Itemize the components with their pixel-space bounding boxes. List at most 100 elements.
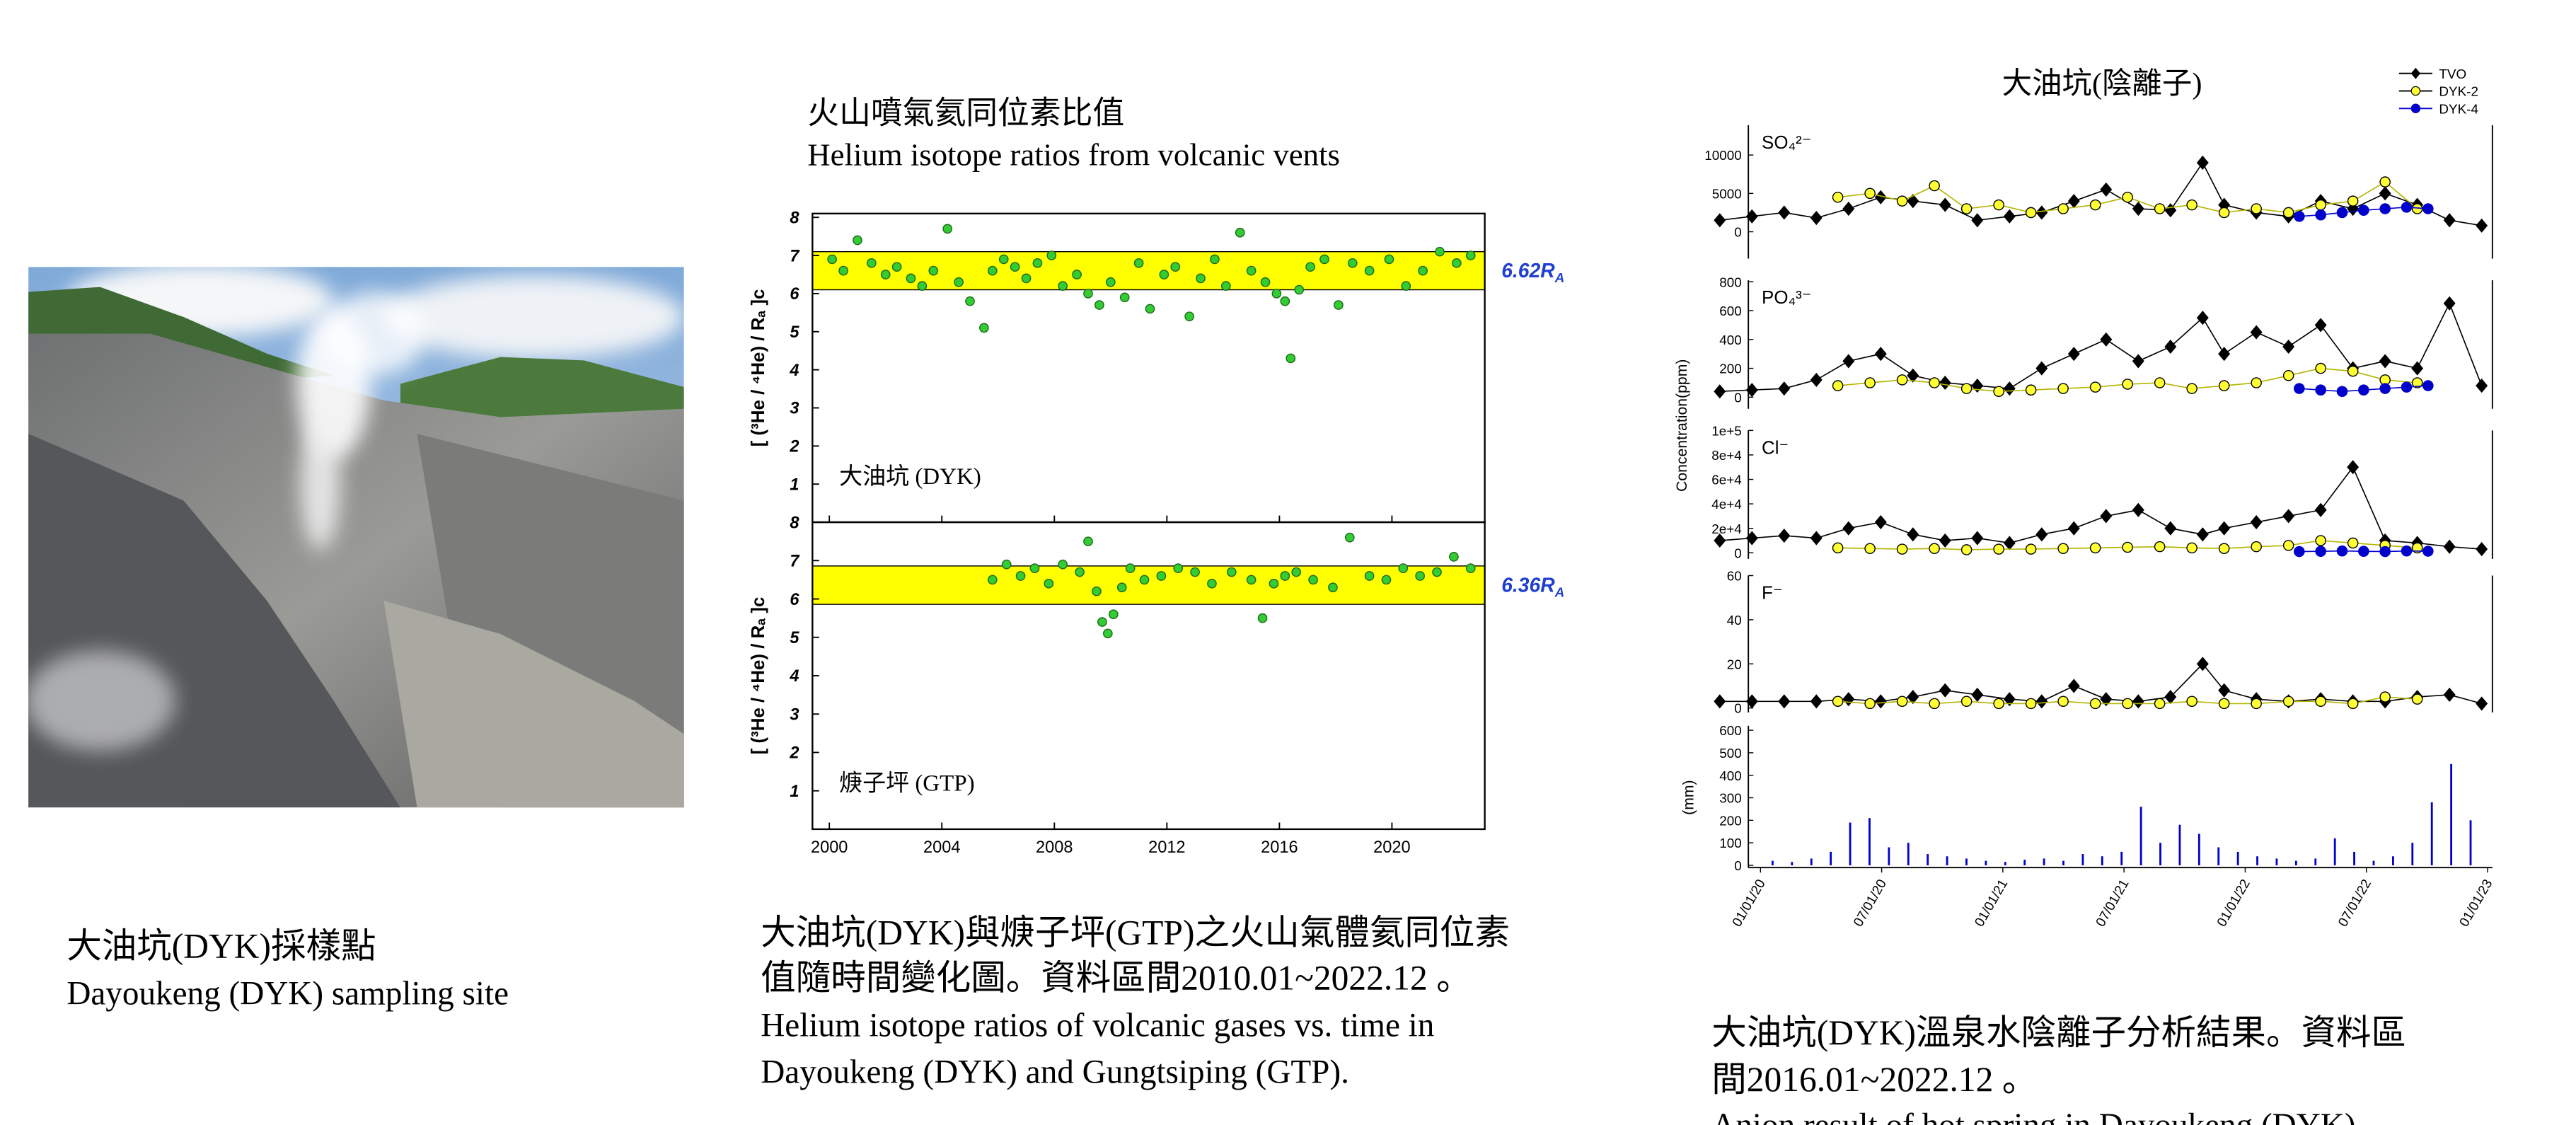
data-point [1308,575,1318,585]
band [812,565,1486,605]
data-point [2186,383,2197,394]
data-point [2025,698,2037,710]
data-point [2282,207,2294,219]
y-tick-label: 600 [1719,304,1741,318]
rain-bar [2391,856,2394,865]
y-tick-label: 10000 [1704,148,1741,163]
data-point [2251,698,2262,710]
data-point [1196,273,1206,284]
legend-marker [2410,103,2421,113]
data-point [2347,537,2359,549]
chart-caption: Dayoukeng (DYK) and Gungtsiping (GTP). [761,1054,1349,1090]
data-point [1907,689,1919,705]
data-point [2315,362,2326,374]
data-point [1907,527,1919,542]
data-point [2443,687,2456,702]
data-point [2379,354,2391,369]
data-point [1294,284,1305,295]
data-point [1810,531,1823,546]
data-point [1939,197,1951,212]
rain-bar [1810,858,1813,865]
y-tick-label: 5000 [1712,186,1742,201]
panel-label: SO₄²⁻ [1762,133,1811,153]
y-tick-label: 8e+4 [1711,448,1741,463]
data-point [1156,571,1167,581]
data-point [2003,536,2016,550]
data-point [2251,377,2262,388]
data-point [1778,529,1791,543]
series-line [1719,466,2482,550]
data-point [1842,201,1855,217]
data-point [2218,207,2230,219]
data-point [1246,575,1257,585]
x-tick-label: 2020 [1373,838,1410,856]
band [812,250,1486,291]
y-tick-label: 0 [1734,390,1741,405]
data-point [2067,679,2080,693]
y-tick-label: 8 [790,208,799,226]
y-tick-label: 1e+5 [1711,423,1741,438]
data-point [1864,698,1876,710]
y-tick-label: 600 [1719,723,1741,738]
data-point [2025,207,2037,219]
y-tick-label: 0 [1734,546,1741,560]
data-point [2154,377,2166,388]
data-point [1929,377,1940,388]
data-point [2025,543,2037,555]
data-point [1778,205,1791,220]
data-point [1929,698,1940,710]
data-point [1001,559,1012,570]
data-point [2035,205,2048,220]
data-point [1046,250,1057,260]
photo-caption: Dayoukeng (DYK) sampling site [67,976,509,1012]
data-point [1864,543,1876,555]
data-point [2154,541,2166,553]
chart-title: 火山噴氣氦同位素比值 [807,95,1124,130]
panel-label: PO₄³⁻ [1762,288,1811,308]
data-point [1119,292,1130,303]
data-point [1714,213,1726,228]
x-tick-label: 07/01/21 [2093,877,2132,929]
chart-caption: 值隨時間變化圖。資料區間2010.01~2022.12 。 [761,958,1471,997]
data-point [1116,582,1127,593]
y-tick-label: 2e+4 [1711,521,1741,536]
y-tick-label: 0 [1734,225,1741,240]
panel-label: Cl⁻ [1762,438,1789,458]
data-point [1832,696,1844,708]
data-point [2218,380,2230,391]
data-point [2089,199,2101,211]
data-point [2100,182,2113,197]
data-point [2218,521,2231,536]
data-point [2164,339,2177,354]
rain-bar [2450,763,2453,865]
y-tick-label: 1 [790,475,799,493]
data-point [2358,384,2369,396]
band-label-sub: A [1554,270,1565,285]
data-point [1778,694,1791,709]
data-point [1220,281,1231,291]
data-point [2100,692,2113,707]
data-point [906,273,916,284]
data-point [1170,262,1181,272]
y-tick-label: 3 [790,399,799,417]
legend-label: DYK-2 [2439,84,2478,99]
rain-bar [2236,851,2239,865]
data-point [1190,567,1200,577]
data-point [2347,698,2359,710]
data-point [1291,567,1302,577]
data-point [853,235,862,246]
data-point [1896,195,1908,207]
data-point [2218,347,2231,362]
y-tick-label: 100 [1719,836,1741,850]
data-point [2035,361,2048,376]
data-point [2336,545,2348,557]
data-point [1465,250,1476,260]
data-point [2132,694,2144,709]
y-tick-label: 20 [1727,657,1742,671]
data-point [1058,559,1068,570]
data-point [1929,543,1940,555]
data-point [1864,377,1876,388]
data-point [2443,213,2456,228]
data-point [2379,176,2391,188]
data-point [2035,694,2048,709]
